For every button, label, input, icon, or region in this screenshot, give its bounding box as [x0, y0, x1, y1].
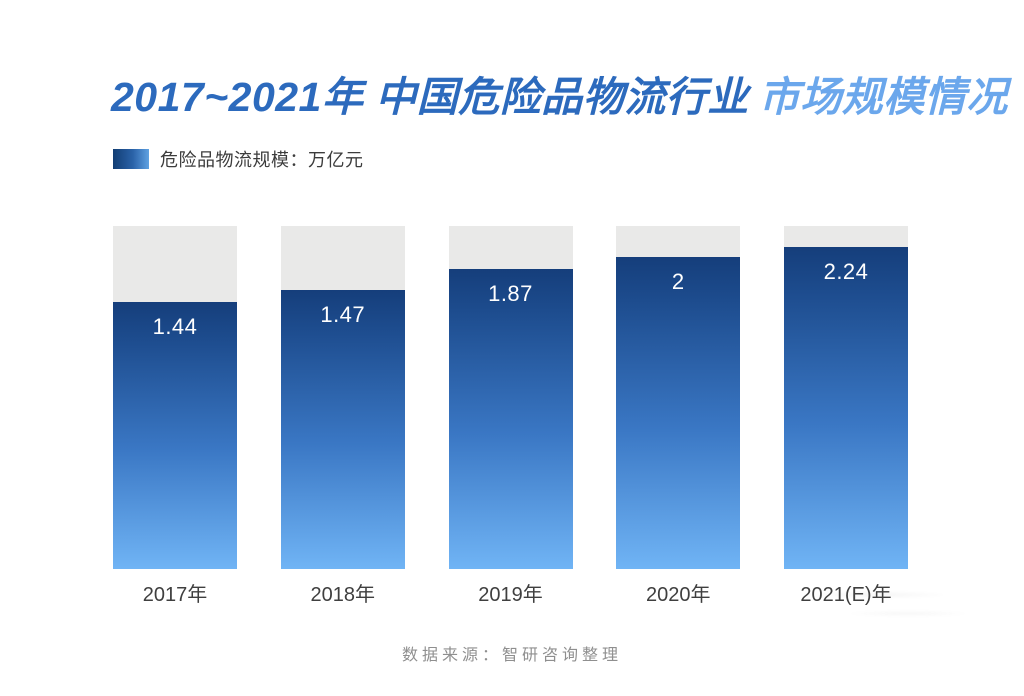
bar-value-label: 1.44 — [152, 314, 198, 340]
bar-column: 1.44 2017年 — [113, 226, 237, 606]
bar-value-label: 2.24 — [823, 258, 869, 284]
x-axis-label: 2019年 — [478, 584, 543, 606]
bar-group: 1.44 2017年 1.47 2018年 1.87 2019年 2 2020年 — [113, 226, 908, 606]
x-axis-label: 2017年 — [142, 584, 208, 606]
bar: 1.87 — [448, 268, 573, 569]
bar-column: 1.47 2018年 — [280, 226, 405, 606]
legend: 危险品物流规模：万亿元 — [113, 146, 364, 172]
bar: 1.44 — [113, 302, 237, 569]
x-axis-label: 2018年 — [310, 584, 376, 606]
data-source-note: 数据来源：智研咨询整理 — [401, 647, 622, 664]
bar: 1.47 — [280, 290, 405, 569]
bar-value-label: 2 — [671, 268, 685, 294]
x-axis-label: 2020年 — [646, 584, 711, 606]
bar-value-label: 1.47 — [320, 302, 366, 328]
bar-column: 1.87 2019年 — [448, 226, 573, 606]
x-axis-label: 2021(E)年 — [800, 584, 892, 606]
bar: 2 — [616, 256, 741, 569]
legend-label: 危险品物流规模：万亿元 — [160, 150, 364, 170]
legend-swatch-icon — [113, 149, 149, 169]
bar-value-label: 1.87 — [488, 280, 533, 306]
bar: 2.24 — [784, 246, 908, 569]
page-title-accent: 市场规模情况 — [758, 74, 1008, 120]
page-title-main: 2017~2021年 中国危险品物流行业 — [111, 74, 749, 120]
bar-column: 2.24 2021(E)年 — [784, 226, 908, 606]
bar-column: 2 2020年 — [616, 226, 741, 606]
page-title: 2017~2021年 中国危险品物流行业 市场规模情况 — [111, 74, 1007, 121]
